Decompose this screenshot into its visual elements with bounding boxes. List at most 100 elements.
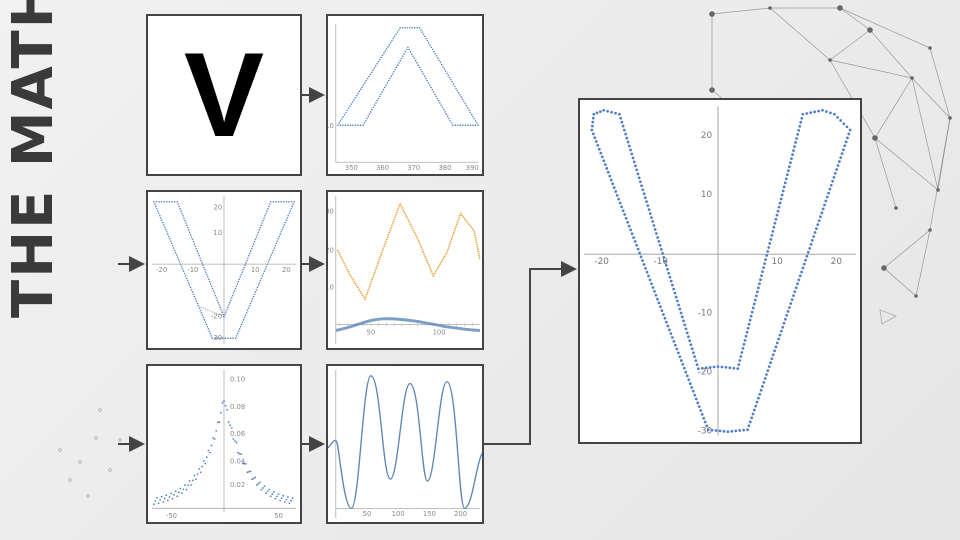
- orange-series-dot: [364, 296, 367, 298]
- v-outline-dot: [354, 124, 357, 126]
- orange-series-dot: [355, 284, 358, 287]
- v-outline-dot: [387, 46, 389, 48]
- v-centered-dot: [232, 337, 234, 339]
- final-v-dot: [801, 112, 805, 116]
- final-v-dot: [763, 262, 766, 266]
- orange-series-dot: [440, 261, 443, 264]
- spectrum-dot: [181, 492, 183, 495]
- final-v-dot: [679, 359, 683, 362]
- spectrum-dot: [271, 493, 274, 496]
- v-centered-dot: [177, 203, 179, 205]
- final-v-dot: [606, 170, 610, 174]
- network-node: [894, 206, 898, 210]
- v-outline-dot: [427, 42, 430, 44]
- final-v-dot: [762, 381, 766, 384]
- v-centered-dot: [199, 257, 201, 259]
- final-v-dot: [832, 175, 836, 179]
- v-outline-dot: [364, 82, 366, 84]
- final-v-dot: [792, 149, 795, 152]
- v-centered-dot: [160, 217, 162, 219]
- orange-series-dot: [450, 238, 453, 241]
- final-v-dot: [831, 179, 834, 183]
- v-outline-dot: [448, 117, 450, 120]
- orange-series-dot: [434, 271, 437, 273]
- v-centered-dot: [207, 278, 210, 281]
- v-outline-dot: [421, 70, 423, 73]
- spectrum-dot: [167, 499, 169, 502]
- spectrum-dot: [157, 502, 160, 505]
- orange-series-dot: [442, 257, 445, 260]
- v-centered-dot: [264, 268, 267, 270]
- v-centered-dot: [257, 231, 260, 234]
- orange-series-dot: [476, 248, 479, 250]
- spectrum-dot: [248, 471, 250, 473]
- v-centered-dark-dot: [200, 306, 225, 318]
- final-v-dot: [673, 291, 677, 295]
- y-tick-label: 0.10: [230, 376, 245, 384]
- final-v-dot: [764, 258, 768, 261]
- v-outline-dot: [389, 41, 392, 44]
- orange-series-dot: [399, 202, 402, 205]
- network-edge: [883, 267, 917, 297]
- v-outline-dot: [400, 57, 403, 60]
- network-node: [68, 478, 72, 482]
- network-edge: [869, 29, 913, 79]
- final-v-dot: [767, 365, 771, 369]
- orange-series-dot: [347, 270, 350, 273]
- final-v-dot: [792, 294, 795, 298]
- v-centered-dot: [157, 210, 159, 212]
- final-v-dot: [732, 366, 736, 370]
- orange-series-dot: [446, 251, 448, 254]
- v-centered-dot: [279, 233, 282, 235]
- v-outline-dot: [350, 103, 353, 105]
- v-centered-dot: [168, 238, 171, 240]
- v-centered-dot: [184, 275, 187, 277]
- v-outline-dot: [436, 97, 439, 100]
- orange-series-dot: [356, 286, 359, 289]
- v-outline-dot: [472, 124, 474, 126]
- v-outline-dot: [377, 60, 380, 63]
- spectrum-dot: [176, 495, 179, 498]
- final-v-dot: [636, 247, 640, 251]
- v-centered-dot: [200, 259, 202, 262]
- orange-series-dot: [449, 240, 452, 243]
- v-centered-dot: [240, 323, 243, 326]
- v-centered-dot: [155, 205, 157, 208]
- final-v-dot: [755, 400, 759, 404]
- final-v-dot: [690, 386, 694, 389]
- v-centered-dot: [187, 229, 190, 231]
- v-centered-dot: [287, 214, 289, 217]
- final-v-dot: [797, 278, 801, 282]
- spectrum-dot: [221, 401, 224, 404]
- v-centered-dot: [241, 271, 243, 273]
- final-v-dot: [809, 243, 813, 246]
- v-centered-dot: [265, 265, 268, 268]
- v-centered-dot: [253, 240, 256, 243]
- network-edge: [829, 29, 871, 61]
- v-outline-dot: [433, 50, 435, 53]
- v-outline-dot: [357, 92, 359, 95]
- v-centered-dot: [225, 311, 227, 313]
- orange-series-dot: [473, 232, 476, 235]
- final-v-dot: [819, 215, 822, 219]
- v-centered-dot: [181, 212, 183, 215]
- v-centered-dot: [290, 207, 292, 210]
- v-outline-dot: [410, 53, 413, 55]
- final-v-dot: [682, 366, 686, 370]
- final-v-dot: [646, 204, 650, 208]
- v-outline-dot: [474, 120, 477, 122]
- spectrum-dot: [238, 452, 241, 455]
- v-outline-dot: [468, 109, 470, 111]
- final-v-dot: [800, 116, 804, 120]
- v-centered-dot: [240, 273, 242, 276]
- final-v-dot: [706, 428, 710, 432]
- orange-series-dot: [362, 296, 365, 299]
- v-centered-dot: [248, 305, 251, 307]
- v-outline-dot: [354, 96, 357, 99]
- final-v-dot: [806, 250, 810, 254]
- final-v-dot: [843, 144, 847, 148]
- orange-series-dot: [452, 232, 455, 234]
- v-centered-dot: [250, 300, 253, 302]
- v-centered-dot: [214, 294, 217, 297]
- orange-series-dot: [416, 237, 419, 240]
